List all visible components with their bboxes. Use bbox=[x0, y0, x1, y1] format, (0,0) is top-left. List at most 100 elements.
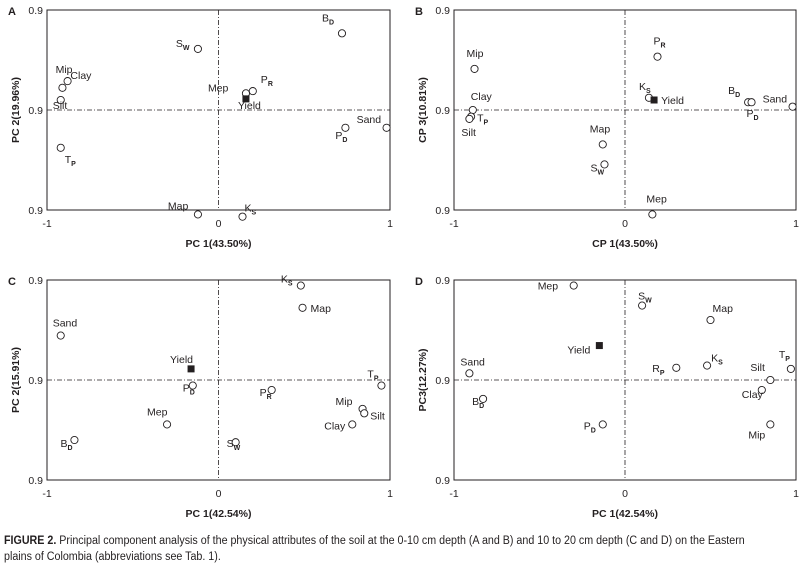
point-label-sand: Sand bbox=[460, 356, 485, 368]
point-label-yield: Yield bbox=[170, 354, 193, 366]
y-axis-label: CP 3(10.81%) bbox=[417, 77, 429, 143]
point-label-yield: Yield bbox=[567, 345, 590, 357]
y-tick-label: 0.9 bbox=[435, 475, 450, 487]
point-label-subscript: D bbox=[754, 115, 759, 122]
point-label-mip: Mip bbox=[467, 48, 484, 60]
y-axis-label: PC3(12.27%) bbox=[417, 348, 429, 411]
point-marker-map bbox=[598, 140, 607, 149]
point-label-p: PR bbox=[261, 74, 273, 88]
x-tick-label: 1 bbox=[793, 218, 799, 230]
point-marker-k bbox=[703, 361, 712, 370]
point-label-mip: Mip bbox=[748, 429, 765, 441]
point-label-t: TP bbox=[779, 349, 790, 363]
panel-label: A bbox=[8, 6, 16, 18]
y-tick-label: 0.9 bbox=[28, 275, 43, 287]
panel-label: D bbox=[415, 276, 423, 288]
point-marker-mep bbox=[162, 420, 172, 429]
point-label-sand: Sand bbox=[53, 318, 78, 330]
point-marker-s bbox=[600, 160, 609, 169]
point-marker-clay bbox=[468, 105, 477, 115]
point-label-silt: Silt bbox=[750, 362, 765, 374]
point-marker-map bbox=[193, 210, 202, 219]
point-label-subscript: D bbox=[67, 445, 72, 452]
point-label-subscript: D bbox=[342, 137, 347, 144]
point-marker-t bbox=[377, 381, 386, 390]
point-label-yield: Yield bbox=[661, 95, 684, 107]
point-label-mep: Mep bbox=[208, 82, 229, 94]
point-marker-yield bbox=[242, 95, 250, 103]
point-marker-clay bbox=[58, 83, 67, 92]
point-marker-mip bbox=[63, 77, 72, 86]
y-tick-label: 0.9 bbox=[28, 105, 43, 117]
point-label-clay: Clay bbox=[70, 70, 92, 82]
point-label-subscript: S bbox=[288, 281, 293, 288]
x-axis-label: PC 1(42.54%) bbox=[592, 508, 658, 520]
point-marker-b bbox=[337, 29, 347, 38]
point-marker-k bbox=[296, 281, 305, 290]
panel-b: B 0.90.90.9-1 0 1CP 1(43.50%)CP 3(10.81%)Mi… bbox=[415, 5, 799, 250]
point-marker-clay bbox=[757, 385, 766, 395]
point-label-subscript: P bbox=[484, 120, 489, 127]
point-marker-mep bbox=[569, 281, 578, 290]
point-marker-silt bbox=[766, 375, 775, 385]
point-label-k: KS bbox=[711, 353, 723, 367]
point-label-subscript: P bbox=[71, 161, 76, 168]
point-label-s: SW bbox=[638, 291, 652, 305]
y-tick-label: 0.9 bbox=[435, 105, 450, 117]
point-label-p: PD bbox=[335, 130, 347, 144]
point-label-map: Map bbox=[311, 303, 332, 315]
point-label-subscript: S bbox=[252, 210, 257, 217]
point-label-mip: Mip bbox=[56, 64, 73, 76]
point-marker-mip bbox=[766, 420, 775, 429]
point-marker-yield bbox=[650, 96, 658, 104]
y-tick-label: 0.9 bbox=[28, 375, 43, 387]
y-axis-label: PC 2(19.96%) bbox=[10, 77, 22, 143]
point-marker-k bbox=[238, 212, 247, 221]
y-axis-label: PC 2(15.91%) bbox=[10, 347, 22, 413]
point-marker-mep bbox=[648, 210, 657, 219]
point-label-yield: Yield bbox=[238, 100, 261, 112]
point-label-p: PD bbox=[584, 420, 596, 434]
point-marker-b bbox=[479, 394, 488, 403]
point-label-subscript: W bbox=[183, 45, 190, 52]
point-label-map: Map bbox=[168, 200, 189, 212]
point-marker-yield bbox=[187, 365, 195, 373]
panel-label: C bbox=[8, 276, 16, 288]
point-label-t: TP bbox=[477, 113, 488, 127]
point-label-subscript: D bbox=[479, 403, 484, 410]
point-label-mep: Mep bbox=[147, 406, 168, 418]
point-marker-r bbox=[672, 363, 681, 372]
y-tick-label: 0.9 bbox=[435, 275, 450, 287]
point-label-subscript: W bbox=[597, 169, 604, 176]
point-marker-t bbox=[786, 364, 795, 373]
x-axis-label: PC 1(42.54%) bbox=[186, 508, 252, 520]
point-marker-p bbox=[341, 123, 350, 132]
point-marker-p bbox=[188, 381, 197, 390]
point-marker-map bbox=[298, 303, 307, 312]
point-label-s: SW bbox=[176, 38, 190, 52]
point-label-p: PR bbox=[653, 36, 665, 50]
figure-caption-label: FIGURE 2. bbox=[4, 535, 57, 547]
x-tick-label: -1 bbox=[42, 488, 51, 500]
point-marker-mip bbox=[470, 64, 479, 73]
point-label-silt: Silt bbox=[370, 410, 385, 422]
point-marker-p bbox=[747, 98, 756, 107]
x-tick-label: 0 bbox=[216, 488, 222, 500]
point-label-b: BD bbox=[322, 12, 334, 26]
point-label-b: BD bbox=[728, 85, 740, 99]
point-marker-p bbox=[248, 87, 257, 96]
point-label-subscript: R bbox=[661, 43, 666, 50]
y-tick-label: 0.9 bbox=[28, 5, 43, 17]
panel-a: A 0.90.90.9-1 0 1PC 1(43.50%)PC 2(19.96%)BD… bbox=[8, 5, 393, 250]
point-label-subscript: S bbox=[646, 88, 651, 95]
point-marker-sand bbox=[465, 369, 474, 378]
point-label-t: TP bbox=[367, 369, 378, 383]
point-label-k: KS bbox=[245, 203, 257, 217]
point-label-k: KS bbox=[281, 274, 293, 288]
point-marker-p bbox=[267, 385, 276, 395]
point-marker-b bbox=[70, 435, 79, 445]
point-label-subscript: D bbox=[591, 427, 596, 434]
point-marker-clay bbox=[348, 420, 357, 429]
point-label-map: Map bbox=[713, 303, 734, 315]
pca-figure: A 0.90.90.9-1 0 1PC 1(43.50%)PC 2(19.96%)BD… bbox=[8, 5, 799, 520]
